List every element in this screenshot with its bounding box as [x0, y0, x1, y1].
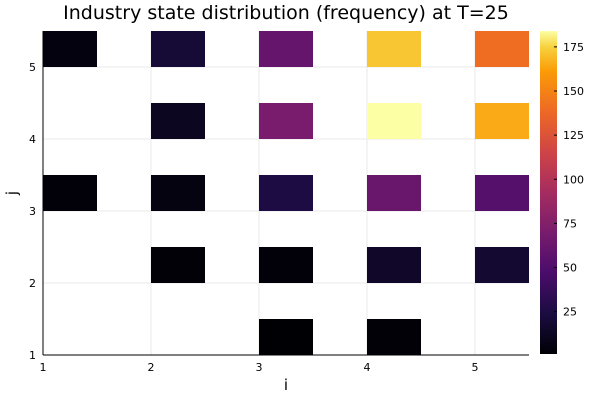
y-tick-label: 5	[29, 61, 36, 74]
y-axis-label: j	[3, 191, 21, 196]
colorbar-tick-label: 25	[563, 306, 577, 319]
heatmap-cell-5-5	[475, 31, 529, 67]
x-tick-labels: 1 2 3 4 5	[40, 361, 479, 374]
heatmap-cell-3-3	[259, 175, 313, 211]
colorbar-ticks: 25 50 75 100 125 150 175	[554, 41, 584, 319]
heatmap-cell-3-4	[259, 103, 313, 139]
colorbar-tick-label: 100	[563, 173, 584, 186]
heatmap-cells	[43, 31, 529, 355]
colorbar-tick-label: 125	[563, 129, 584, 142]
heatmap-cell-4-2	[367, 247, 421, 283]
y-tick-label: 2	[29, 277, 36, 290]
colorbar-tick-label: 50	[563, 262, 577, 275]
x-tick-label: 1	[40, 361, 47, 374]
x-axis-label: i	[284, 376, 288, 394]
y-tick-label: 4	[29, 133, 36, 146]
y-tick-label: 3	[29, 205, 36, 218]
x-tick-label: 4	[364, 361, 371, 374]
heatmap-cell-5-2	[475, 247, 529, 283]
heatmap-cell-4-5	[367, 31, 421, 67]
heatmap-cell-3-5	[259, 31, 313, 67]
heatmap-cell-2-5	[151, 31, 205, 67]
heatmap-cell-4-3	[367, 175, 421, 211]
y-tick-label: 1	[29, 349, 36, 362]
heatmap-cell-4-4	[367, 103, 421, 139]
heatmap-cell-2-4	[151, 103, 205, 139]
heatmap-cell-5-4	[475, 103, 529, 139]
heatmap-cell-2-2	[151, 247, 205, 283]
chart-title: Industry state distribution (frequency) …	[63, 2, 509, 24]
x-tick-label: 3	[256, 361, 263, 374]
heatmap-cell-3-1	[259, 319, 313, 355]
heatmap-cell-4-1	[367, 319, 421, 355]
colorbar-tick-label: 175	[563, 41, 584, 54]
x-tick-label: 2	[148, 361, 155, 374]
colorbar-tick-label: 150	[563, 85, 584, 98]
colorbar	[540, 31, 557, 354]
heatmap-cell-3-2	[259, 247, 313, 283]
heatmap-cell-1-3	[43, 175, 97, 211]
heatmap-cell-5-3	[475, 175, 529, 211]
heatmap-cell-1-5	[43, 31, 97, 67]
y-tick-labels: 1 2 3 4 5	[29, 61, 36, 362]
heatmap-cell-2-3	[151, 175, 205, 211]
colorbar-tick-label: 75	[563, 217, 577, 230]
x-tick-label: 5	[472, 361, 479, 374]
